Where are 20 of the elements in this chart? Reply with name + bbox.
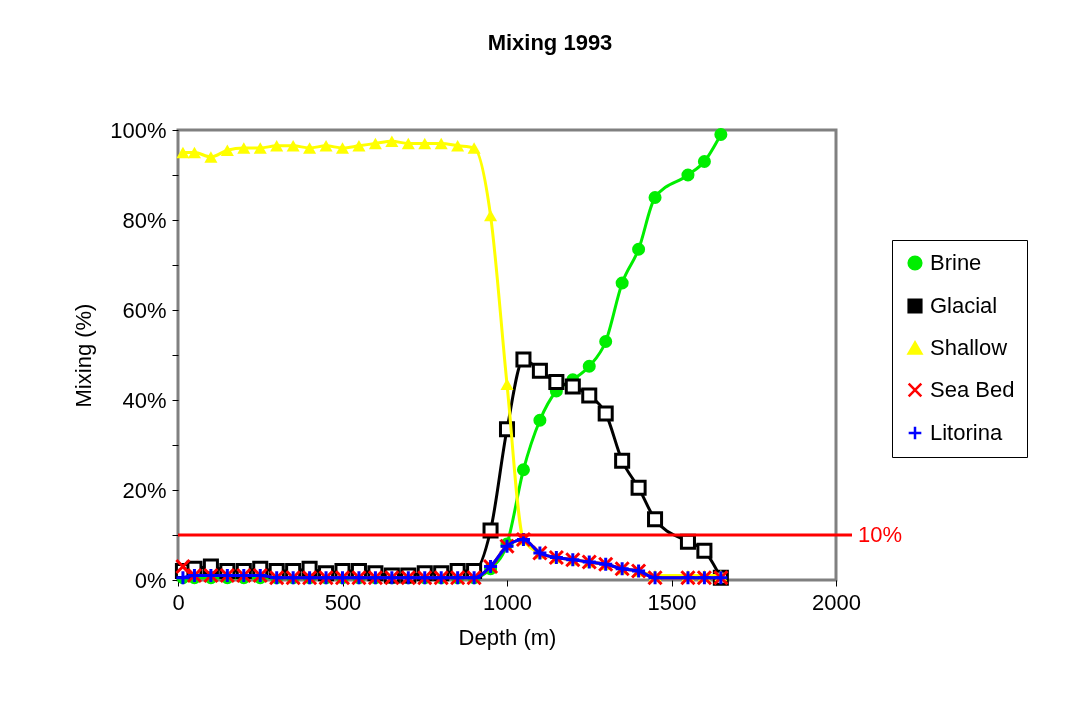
x-tick-label: 0 [172,589,185,615]
y-tick-label: 20% [122,477,167,503]
chart-title: Mixing 1993 [487,30,613,55]
y-axis-title: Mixing (%) [71,303,97,408]
y-tick-label: 60% [122,297,167,323]
legend-label: Shallow [930,335,1008,360]
y-tick-label: 80% [122,207,167,233]
ref-line-label: 10% [858,522,903,547]
legend-label: Litorina [930,420,1003,445]
x-axis-title: Depth (m) [458,624,557,650]
x-tick-label: 2000 [812,589,861,615]
x-tick-label: 1000 [483,589,532,615]
legend-label: Glacial [930,293,998,318]
legend-label: Sea Bed [930,377,1015,402]
y-tick-label: 40% [122,387,167,413]
y-tick-label: 0% [134,567,167,593]
y-tick-label: 100% [110,117,167,143]
x-tick-label: 500 [324,589,362,615]
x-tick-label: 1500 [647,589,697,615]
legend-label: Brine [930,250,982,275]
